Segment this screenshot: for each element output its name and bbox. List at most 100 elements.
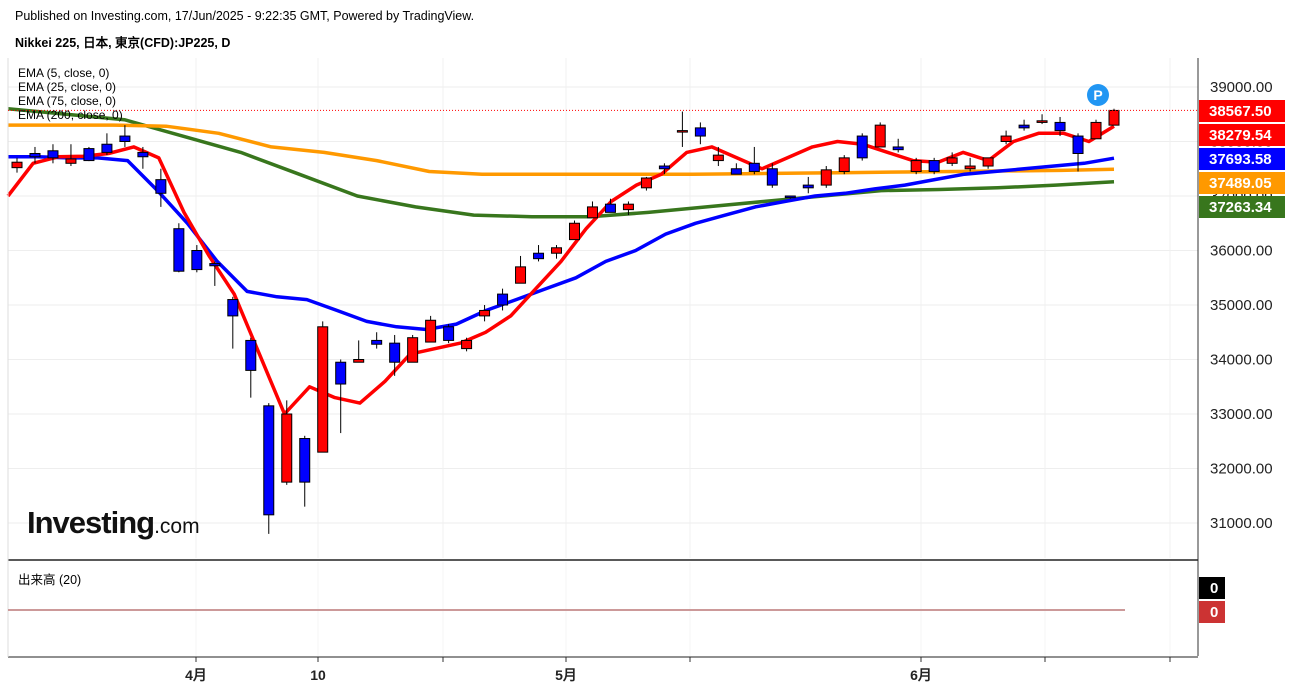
candle-body (1054, 121, 1066, 132)
candle-body (335, 361, 347, 385)
candle-body (1036, 120, 1048, 123)
candle-body (1072, 135, 1084, 154)
price-tag-value: 37263.34 (1209, 199, 1272, 216)
candle-body (443, 326, 455, 341)
published-caption: Published on Investing.com, 17/Jun/2025 … (15, 9, 475, 23)
symbol-title: Nikkei 225, 日本, 東京(CFD):JP225, D (15, 36, 231, 50)
candle-body (479, 309, 491, 317)
x-tick-label: 5月 (555, 667, 577, 683)
candle-body (1000, 135, 1012, 143)
candle-body (191, 250, 203, 271)
candle-body (461, 339, 473, 350)
candle-body (371, 339, 383, 345)
candle-body (892, 146, 904, 151)
candle-body (694, 127, 706, 137)
volume-label: 出来高 (20) (18, 573, 82, 587)
candle-body (1090, 121, 1102, 140)
price-tag (1199, 172, 1285, 194)
candles (11, 108, 1120, 534)
p-marker-icon[interactable]: P (1087, 84, 1109, 106)
price-tag (1199, 148, 1285, 170)
x-tick-label: 10 (310, 667, 326, 683)
candle-body (658, 165, 670, 170)
candle-body (964, 165, 976, 170)
candle-body (407, 337, 419, 363)
price-tag-value: 37489.05 (1209, 175, 1272, 192)
candle-body (497, 293, 509, 306)
candle-body (119, 135, 131, 143)
candle-body (137, 151, 149, 158)
candle-body (83, 148, 95, 162)
candle-body (281, 413, 293, 483)
x-tick-label: 6月 (910, 667, 932, 683)
candle-body (155, 179, 167, 194)
candle-body (874, 124, 886, 148)
candle-body (568, 222, 580, 241)
candle-body (586, 206, 598, 219)
candle-body (640, 177, 652, 189)
candle-body (784, 195, 796, 199)
y-tick-label: 39000.00 (1210, 79, 1273, 96)
legend-ema5[interactable]: EMA (5, close, 0) (18, 66, 110, 80)
candle-body (676, 130, 688, 133)
price-axis-labels: 39000.0038000.0037000.0036000.0035000.00… (1199, 79, 1285, 532)
chart-grid (8, 58, 1198, 656)
volume-tag-value: 0 (1210, 580, 1218, 597)
candle-body (982, 157, 994, 167)
volume-tag (1199, 601, 1225, 623)
candle-body (533, 252, 545, 260)
candle-body (604, 203, 616, 213)
ema200-line (7, 107, 1115, 219)
candle-body (227, 299, 239, 317)
candle-body (101, 143, 113, 153)
legend-ema25[interactable]: EMA (25, close, 0) (18, 80, 117, 94)
candle-body (551, 247, 563, 254)
legend-ema75[interactable]: EMA (75, close, 0) (18, 94, 117, 108)
candle-body (748, 162, 760, 172)
candle-body (1018, 124, 1030, 129)
y-tick-label: 32000.00 (1210, 461, 1273, 478)
candle-body (173, 228, 185, 272)
candle-body (515, 266, 527, 284)
y-tick-label: 35000.00 (1210, 297, 1273, 314)
candle-body (47, 150, 59, 159)
price-tag-value: 38279.54 (1209, 127, 1272, 144)
candle-body (263, 405, 275, 516)
volume-pane: 00 (8, 577, 1225, 623)
candle-body (425, 319, 437, 343)
candle-body (838, 157, 850, 172)
time-axis-labels: 4月 10 5月 6月 (185, 667, 932, 683)
x-tick-label: 4月 (185, 667, 207, 683)
candle-body (209, 263, 221, 267)
y-tick-label: 31000.00 (1210, 515, 1273, 532)
candle-body (802, 184, 814, 189)
candle-body (730, 168, 742, 175)
volume-tag (1199, 577, 1225, 599)
price-tag (1199, 196, 1285, 218)
candle-body (11, 161, 23, 169)
price-tag (1199, 124, 1285, 146)
legend-ema200[interactable]: EMA (200, close, 0) (18, 108, 123, 122)
volume-tag-value: 0 (1210, 604, 1218, 621)
y-tick-label: 34000.00 (1210, 352, 1273, 369)
y-tick-label: 36000.00 (1210, 243, 1273, 260)
y-tick-label: 33000.00 (1210, 406, 1273, 423)
candle-body (1108, 109, 1120, 126)
investing-logo: Investing.com (27, 505, 200, 540)
candle-body (766, 168, 778, 186)
candle-body (712, 154, 724, 162)
candle-body (622, 203, 634, 211)
price-tag-value: 37693.58 (1209, 151, 1272, 168)
candle-body (65, 158, 77, 164)
candle-body (946, 157, 958, 164)
price-tag-value: 38567.50 (1209, 103, 1272, 120)
candle-body (856, 135, 868, 159)
candle-body (299, 438, 311, 483)
candle-body (353, 359, 365, 363)
chart-axes (7, 58, 1199, 662)
candle-body (317, 326, 329, 453)
candle-body (820, 169, 832, 186)
price-tag (1199, 100, 1285, 122)
candle-body (910, 160, 922, 172)
